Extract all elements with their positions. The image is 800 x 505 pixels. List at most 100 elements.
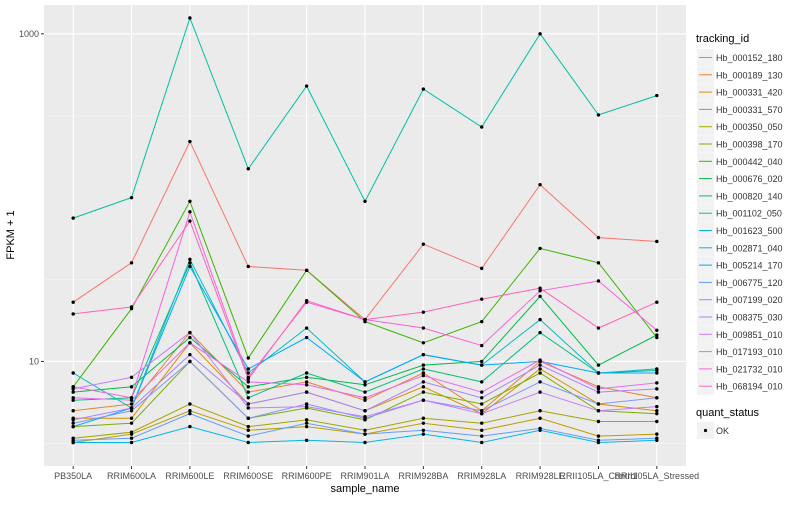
data-point: [129, 409, 134, 413]
data-point: [188, 352, 192, 357]
data-point: [304, 84, 309, 88]
data-point: [480, 409, 484, 413]
data-point: [421, 310, 426, 314]
y-tick-label: 1000: [19, 29, 39, 39]
data-point: [304, 404, 309, 409]
data-point: [480, 396, 484, 400]
data-point: [188, 219, 192, 223]
data-point: [71, 300, 75, 304]
data-point: [304, 326, 309, 330]
data-point: [480, 363, 484, 367]
data-point: [596, 434, 601, 438]
data-point: [655, 436, 659, 440]
data-point: [363, 383, 367, 387]
data-point: [480, 343, 484, 348]
data-point: [480, 297, 484, 301]
data-point: [596, 113, 601, 117]
data-point: [188, 264, 192, 269]
data-point: [188, 411, 192, 416]
data-point: [246, 396, 250, 400]
data-point: [538, 358, 542, 362]
data-point: [538, 416, 542, 420]
data-point: [304, 298, 309, 303]
x-tick-label: RRIM600LE: [165, 471, 214, 481]
data-point: [538, 182, 542, 187]
data-point: [480, 440, 484, 445]
legend-label: Hb_008375_030: [716, 313, 783, 323]
data-point: [421, 380, 426, 384]
data-point: [480, 319, 484, 324]
data-point: [129, 398, 134, 402]
legend-label: Hb_000442_040: [716, 157, 783, 167]
x-tick-label: RRIM600SE: [223, 471, 273, 481]
data-point: [363, 380, 367, 384]
data-point: [538, 289, 542, 293]
data-point: [421, 432, 426, 436]
points-layer: [71, 16, 659, 445]
data-point: [480, 428, 484, 432]
data-point: [246, 356, 250, 360]
data-point: [596, 371, 601, 375]
legend-label: Hb_068194_010: [716, 382, 783, 392]
data-point: [304, 380, 309, 384]
shape-legend-label: OK: [716, 426, 729, 436]
data-point: [246, 406, 250, 410]
data-point: [480, 266, 484, 271]
data-point: [363, 432, 367, 436]
shape-legend-point: [703, 428, 708, 433]
data-point: [480, 359, 484, 364]
data-point: [71, 409, 75, 413]
legend-label: Hb_007199_020: [716, 295, 783, 305]
data-point: [71, 421, 75, 425]
data-point: [421, 428, 426, 432]
data-point: [538, 363, 542, 367]
data-point: [71, 438, 75, 443]
data-point: [596, 387, 601, 391]
data-point: [71, 424, 75, 429]
data-point: [71, 398, 75, 402]
data-point: [596, 402, 601, 406]
data-point: [480, 411, 484, 416]
data-point: [246, 367, 250, 371]
data-point: [655, 404, 659, 409]
data-point: [304, 371, 309, 375]
legend-label: Hb_002871_040: [716, 243, 783, 253]
legend-label: Hb_006775_120: [716, 278, 783, 288]
legend-label: Hb_000676_020: [716, 174, 783, 184]
data-point: [363, 398, 367, 402]
data-point: [304, 418, 309, 422]
data-point: [538, 367, 542, 371]
legend-label: Hb_005214_170: [716, 261, 783, 271]
data-point: [129, 436, 134, 440]
x-tick-label: RRII105LA_Stressed: [615, 471, 700, 481]
data-point: [655, 333, 659, 337]
data-point: [363, 409, 367, 413]
data-point: [129, 421, 134, 425]
data-point: [246, 385, 250, 389]
data-point: [421, 385, 426, 389]
data-point: [129, 406, 134, 410]
data-point: [246, 424, 250, 429]
data-point: [71, 385, 75, 389]
data-point: [655, 93, 659, 98]
x-tick-label: RRIM928LA: [457, 471, 506, 481]
data-point: [421, 371, 426, 375]
data-point: [363, 414, 367, 419]
data-point: [188, 402, 192, 406]
data-point: [421, 87, 426, 91]
data-point: [71, 396, 75, 400]
data-point: [71, 312, 75, 316]
legend-label: Hb_000152_180: [716, 53, 783, 63]
legend-label: Hb_001623_500: [716, 226, 783, 236]
data-point: [655, 396, 659, 400]
data-point: [596, 235, 601, 240]
data-point: [480, 390, 484, 394]
data-point: [188, 210, 192, 214]
legend-label: Hb_000331_570: [716, 105, 783, 115]
x-tick-label: RRIM928LE: [516, 471, 565, 481]
data-point: [421, 363, 426, 367]
data-point: [655, 387, 659, 391]
data-point: [188, 261, 192, 265]
legend-label: Hb_000189_130: [716, 70, 783, 80]
data-point: [655, 367, 659, 371]
